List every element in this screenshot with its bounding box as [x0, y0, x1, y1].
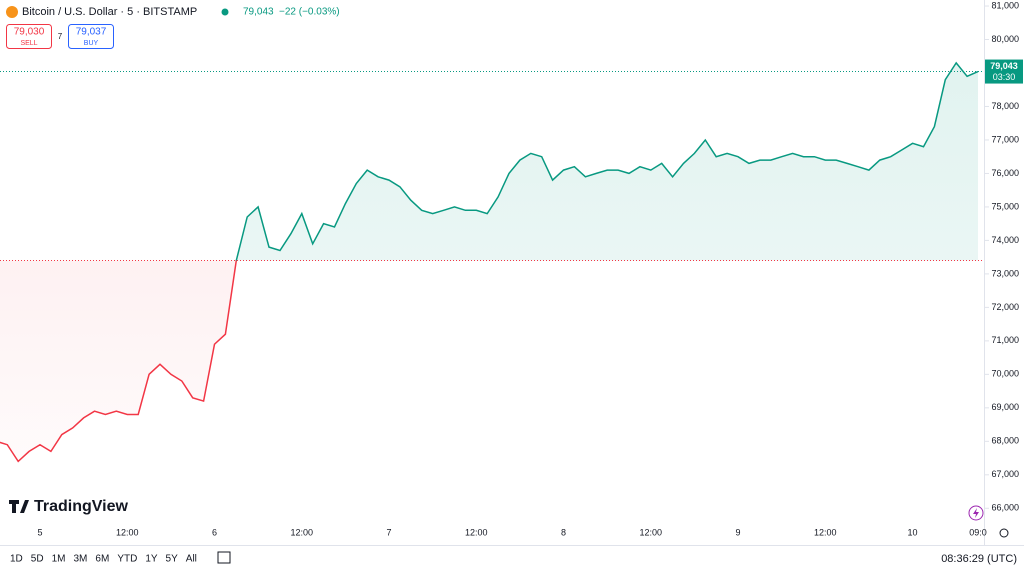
y-tick-label: 68,000	[991, 436, 1019, 446]
buy-button[interactable]	[68, 24, 114, 49]
y-tick-label: 76,000	[991, 168, 1019, 178]
y-tick-label: 78,000	[991, 101, 1019, 111]
countdown: 03:30	[993, 72, 1016, 82]
x-tick-label: 09:0	[969, 527, 987, 537]
range-button[interactable]: 1D	[10, 554, 23, 565]
y-tick-label: 72,000	[991, 302, 1019, 312]
buy-price: 79,037	[76, 27, 107, 38]
x-tick-label: 10	[908, 527, 918, 537]
lightning-icon[interactable]	[968, 505, 984, 521]
range-button[interactable]: 1M	[52, 554, 66, 565]
y-tick-label: 77,000	[991, 134, 1019, 144]
line-up	[235, 61, 979, 261]
status-dot	[221, 8, 229, 16]
x-tick-label: 7	[387, 527, 392, 537]
y-tick-label: 71,000	[991, 335, 1019, 345]
area-down	[0, 260, 237, 462]
x-tick-label: 12:00	[640, 527, 663, 537]
y-tick-label: 67,000	[991, 469, 1019, 479]
y-tick-label: 66,000	[991, 503, 1019, 513]
x-tick-label: 6	[212, 527, 217, 537]
x-tick-label: 12:00	[465, 527, 488, 537]
y-tick-label: 80,000	[991, 34, 1019, 44]
sell-label: SELL	[20, 40, 37, 47]
range-button[interactable]: 3M	[74, 554, 88, 565]
coin-icon	[6, 6, 18, 18]
y-tick-label: 73,000	[991, 268, 1019, 278]
lightning	[973, 508, 979, 518]
sell-button[interactable]	[6, 24, 52, 49]
down-layer	[0, 260, 238, 463]
last-price: 79,043	[243, 7, 274, 18]
date-range-icon[interactable]	[217, 551, 231, 564]
y-tick-label: 70,000	[991, 369, 1019, 379]
range-button[interactable]: 5Y	[166, 554, 179, 565]
line-down	[0, 260, 238, 463]
x-tick-label: 5	[37, 527, 42, 537]
last-price-tag	[985, 59, 1023, 84]
logo: TradingView	[34, 498, 129, 515]
buy-label: BUY	[84, 40, 99, 47]
x-tick-label: 12:00	[291, 527, 314, 537]
plot	[0, 61, 984, 463]
sell-price: 79,030	[14, 27, 45, 38]
clock: 08:36:29 (UTC)	[941, 553, 1017, 565]
range-button[interactable]: YTD	[117, 554, 137, 565]
settings-icon[interactable]	[999, 528, 1009, 538]
y-tick-label: 74,000	[991, 235, 1019, 245]
x-tick-label: 9	[736, 527, 741, 537]
logo-icon	[9, 500, 29, 513]
up-layer	[0, 61, 979, 261]
symbol: Bitcoin / U.S. Dollar · 5 · BITSTAMP	[22, 6, 197, 18]
last-price-tag-label: 79,043	[990, 61, 1018, 71]
y-tick-label: 69,000	[991, 402, 1019, 412]
y-tick-label: 81,000	[991, 0, 1019, 10]
range-button[interactable]: 5D	[31, 554, 44, 565]
x-tick-label: 12:00	[116, 527, 139, 537]
x-tick-label: 8	[561, 527, 566, 537]
area-up	[0, 62, 978, 261]
range-button[interactable]: 6M	[95, 554, 109, 565]
range-button[interactable]: 1Y	[145, 554, 158, 565]
y-tick-label: 75,000	[991, 201, 1019, 211]
spread: 7	[58, 32, 63, 41]
range-button[interactable]: All	[186, 554, 197, 565]
x-tick-label: 12:00	[814, 527, 837, 537]
change: −22 (−0.03%)	[279, 7, 340, 18]
